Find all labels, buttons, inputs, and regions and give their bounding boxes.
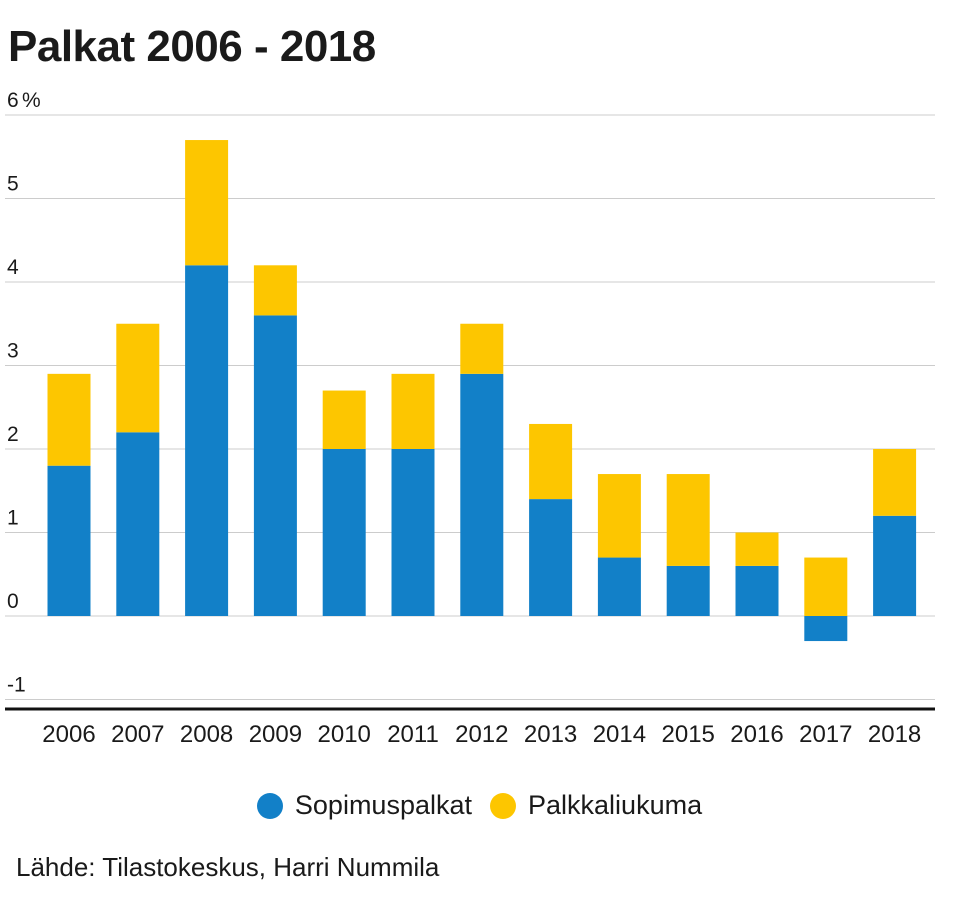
- y-tick-label: 3: [7, 340, 19, 363]
- bar-2012-sopimuspalkat: [460, 373, 504, 616]
- bar-2017-palkkaliukuma: [804, 557, 848, 616]
- bar-2008-sopimuspalkat: [185, 265, 229, 616]
- bar-2010-sopimuspalkat: [322, 449, 366, 616]
- bar-2010-palkkaliukuma: [322, 390, 366, 449]
- x-tick-label: 2013: [524, 721, 577, 748]
- x-tick-label: 2009: [249, 721, 302, 748]
- x-tick-label: 2011: [387, 721, 439, 748]
- x-tick-label: 2015: [662, 721, 715, 748]
- bar-2011-sopimuspalkat: [391, 449, 435, 616]
- y-tick-label: 2: [7, 423, 19, 446]
- bar-2006-sopimuspalkat: [47, 465, 91, 616]
- legend-swatch-blue: [256, 792, 283, 819]
- x-tick-label: 2008: [180, 721, 233, 748]
- legend-label: Palkkaliukuma: [528, 790, 703, 820]
- bar-2007-palkkaliukuma: [116, 323, 160, 433]
- x-tick-label: 2012: [455, 721, 508, 748]
- legend-item-sopimuspalkat: Sopimuspalkat: [256, 790, 473, 821]
- x-tick-label: 2010: [318, 721, 371, 748]
- y-tick-label: -1: [7, 674, 26, 697]
- bar-2014-palkkaliukuma: [597, 474, 641, 558]
- y-tick-label: 6: [7, 89, 19, 112]
- source-note: Lähde: Tilastokeskus, Harri Nummila: [16, 852, 440, 882]
- y-tick-label: 1: [7, 507, 19, 530]
- bar-2018-palkkaliukuma: [873, 449, 917, 516]
- bar-2009-palkkaliukuma: [253, 265, 297, 316]
- bar-2011-palkkaliukuma: [391, 373, 435, 449]
- bar-2008-palkkaliukuma: [185, 140, 229, 266]
- legend: Sopimuspalkat Palkkaliukuma: [0, 790, 959, 821]
- bar-2013-sopimuspalkat: [529, 499, 573, 616]
- x-tick-label: 2014: [593, 721, 646, 748]
- bar-2016-sopimuspalkat: [735, 565, 779, 616]
- bar-2016-palkkaliukuma: [735, 532, 779, 566]
- x-tick-label: 2016: [730, 721, 783, 748]
- bar-2006-palkkaliukuma: [47, 373, 91, 466]
- x-tick-label: 2017: [799, 721, 852, 748]
- y-tick-label: 4: [7, 256, 19, 279]
- bar-2018-sopimuspalkat: [873, 515, 917, 616]
- legend-swatch-yellow: [490, 792, 517, 819]
- bar-2013-palkkaliukuma: [529, 423, 573, 500]
- y-axis-unit: %: [22, 89, 41, 112]
- bars: 2006 2007 2008 2009 2010 2011 2012 2013 2014 2015…: [42, 140, 921, 748]
- x-tick-label: 2018: [868, 721, 921, 748]
- x-tick-label: 2006: [42, 721, 95, 748]
- y-tick-label: 0: [7, 590, 19, 613]
- legend-label: Sopimuspalkat: [294, 790, 473, 820]
- bar-2017-sopimuspalkat: [804, 616, 848, 642]
- legend-item-palkkaliukuma: Palkkaliukuma: [490, 790, 702, 821]
- bar-2007-sopimuspalkat: [116, 432, 160, 616]
- y-tick-label: 5: [7, 173, 19, 196]
- x-tick-label: 2007: [111, 721, 164, 748]
- bar-2009-sopimuspalkat: [253, 315, 297, 616]
- bar-2012-palkkaliukuma: [460, 323, 504, 374]
- bar-2014-sopimuspalkat: [597, 557, 641, 616]
- chart-title: Palkat 2006 - 2018: [8, 22, 376, 71]
- bar-2015-sopimuspalkat: [666, 565, 710, 616]
- bar-2015-palkkaliukuma: [666, 474, 710, 566]
